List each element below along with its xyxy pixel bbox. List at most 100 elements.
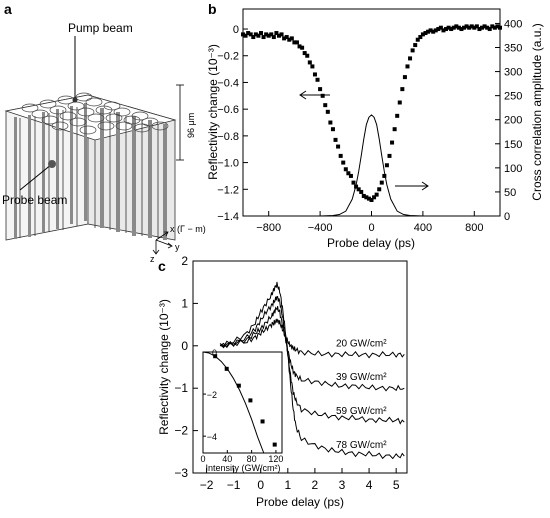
chart-b-point (485, 25, 490, 30)
chart-c-xtick-label: 1 (284, 478, 291, 492)
chart-b-point (341, 160, 346, 165)
chart-b-point (384, 163, 389, 168)
inset-point (213, 354, 218, 359)
chart-b-point (294, 40, 299, 45)
chart-b-point (271, 35, 276, 40)
inset-point (272, 442, 277, 447)
chart-c-xlabel: Probe delay (ps) (256, 495, 344, 509)
chart-b-point (320, 93, 325, 98)
chart-b-point (426, 29, 431, 34)
chart-b-point (472, 25, 477, 30)
inset-points (213, 354, 277, 447)
chart-b-ytick-right-label: 400 (504, 18, 522, 30)
chart-b-ytick-label: −0.2 (217, 51, 239, 63)
chart-b-ytick-right-label: 0 (504, 211, 510, 223)
inset-xtick-label: 120 (268, 454, 283, 464)
coordinate-axes (152, 231, 173, 255)
chart-b-point (243, 33, 248, 38)
chart-b-xtick-label: −800 (256, 222, 281, 234)
chart-b-point (251, 35, 256, 40)
chart-c-series-label: 78 GW/cm² (336, 440, 387, 451)
chart-b-point (392, 127, 397, 132)
inset-line (202, 351, 265, 454)
chart-b-line (243, 114, 500, 217)
chart-b-point (361, 193, 366, 198)
chart-b-ytick-right-label: 100 (504, 163, 522, 175)
chart-b-point (402, 75, 407, 80)
chart-b-point (253, 32, 258, 37)
chart-b-point (269, 32, 274, 37)
inset-ytick-label: 0 (212, 348, 217, 358)
inset-point (260, 419, 265, 424)
chart-b-point (438, 25, 443, 30)
chart-b-point (374, 192, 379, 197)
chart-b-point (482, 24, 487, 29)
chart-b-point (379, 180, 384, 185)
chart-b-xlabel: Probe delay (ps) (327, 236, 415, 250)
chart-b-point (433, 28, 438, 33)
inset-fit-line (202, 351, 265, 454)
chart-b-point (284, 35, 289, 40)
arrow-to-right-axis (395, 181, 429, 191)
chart-b-point (390, 140, 395, 145)
chart-b-point (405, 64, 410, 69)
chart-b-point (477, 27, 482, 32)
height-label: 96 μm (186, 113, 196, 138)
chart-c-traces (219, 281, 405, 460)
chart-b-point (351, 180, 356, 185)
chart-b-point (382, 173, 387, 178)
chart-b-point (258, 31, 263, 36)
chart-b-ytick-right-label: 350 (504, 43, 522, 55)
chart-b-point (462, 25, 467, 30)
chart-b-point (310, 64, 315, 69)
chart-b-point (256, 33, 261, 38)
inset-ticks: 0 40 80 120 0 −2 −4 (200, 348, 283, 464)
chart-b-point (428, 28, 433, 33)
inset-point (248, 398, 253, 403)
chart-b-xtick-label: 400 (414, 222, 432, 234)
chart-b-point (492, 25, 497, 30)
chart-b-point (338, 153, 343, 158)
chart-b-point (289, 36, 294, 41)
chart-b-point (487, 27, 492, 32)
chart-c-ytick-label: −3 (174, 466, 188, 480)
inset-ytick-label: −4 (207, 432, 217, 442)
pump-beam-pointer (72, 36, 78, 103)
chart-b-ytick-label: −1.0 (217, 158, 239, 170)
chart-c-ytick-label: −2 (174, 424, 188, 438)
chart-b-point (359, 189, 364, 194)
chart-b-point (346, 171, 351, 176)
pump-beam-label: Pump beam (68, 21, 133, 35)
chart-c-ytick-label: 2 (181, 254, 188, 268)
chart-c-xtick-label: 0 (257, 478, 264, 492)
panel-a: a (2, 1, 206, 264)
chart-b-point (441, 28, 446, 33)
chart-b-point (323, 103, 328, 108)
chart-b-point (446, 25, 451, 30)
chart-c-series-label: 59 GW/cm² (336, 406, 387, 417)
chart-b-point (343, 167, 348, 172)
chart-b-reflectivity-points (241, 24, 502, 202)
chart-c-xtick-label: 5 (393, 478, 400, 492)
chart-b-point (246, 31, 251, 36)
chart-b-point (451, 25, 456, 30)
chart-b-point (366, 196, 371, 201)
chart-b-ytick-label: −0.6 (217, 104, 239, 116)
chart-c-ytick-label: −1 (174, 381, 188, 395)
chart-b-ylabel: Reflectivity change (10⁻³) (206, 44, 220, 180)
chart-b-point (459, 27, 464, 32)
arrow-to-left-axis (299, 90, 330, 100)
chart-b-ytick-label: −1.2 (217, 184, 239, 196)
chart-c-ytick-label: 0 (181, 339, 188, 353)
chart-c-xtick-label: 2 (312, 478, 319, 492)
chart-b-point (467, 25, 472, 30)
panel-c: c −2 −1 0 1 2 3 4 5 2 1 0 −1 −2 −3 20 GW/cm² 39 GW/cm²… (157, 254, 408, 509)
chart-b-xtick-label: 800 (465, 222, 483, 234)
chart-c-trace (219, 281, 405, 460)
chart-c-xtick-label: 3 (339, 478, 346, 492)
chart-b-point (274, 31, 279, 36)
chart-b-point (292, 40, 297, 45)
chart-b-point (302, 51, 307, 56)
chart-b-cross-correlation-line (243, 114, 500, 217)
